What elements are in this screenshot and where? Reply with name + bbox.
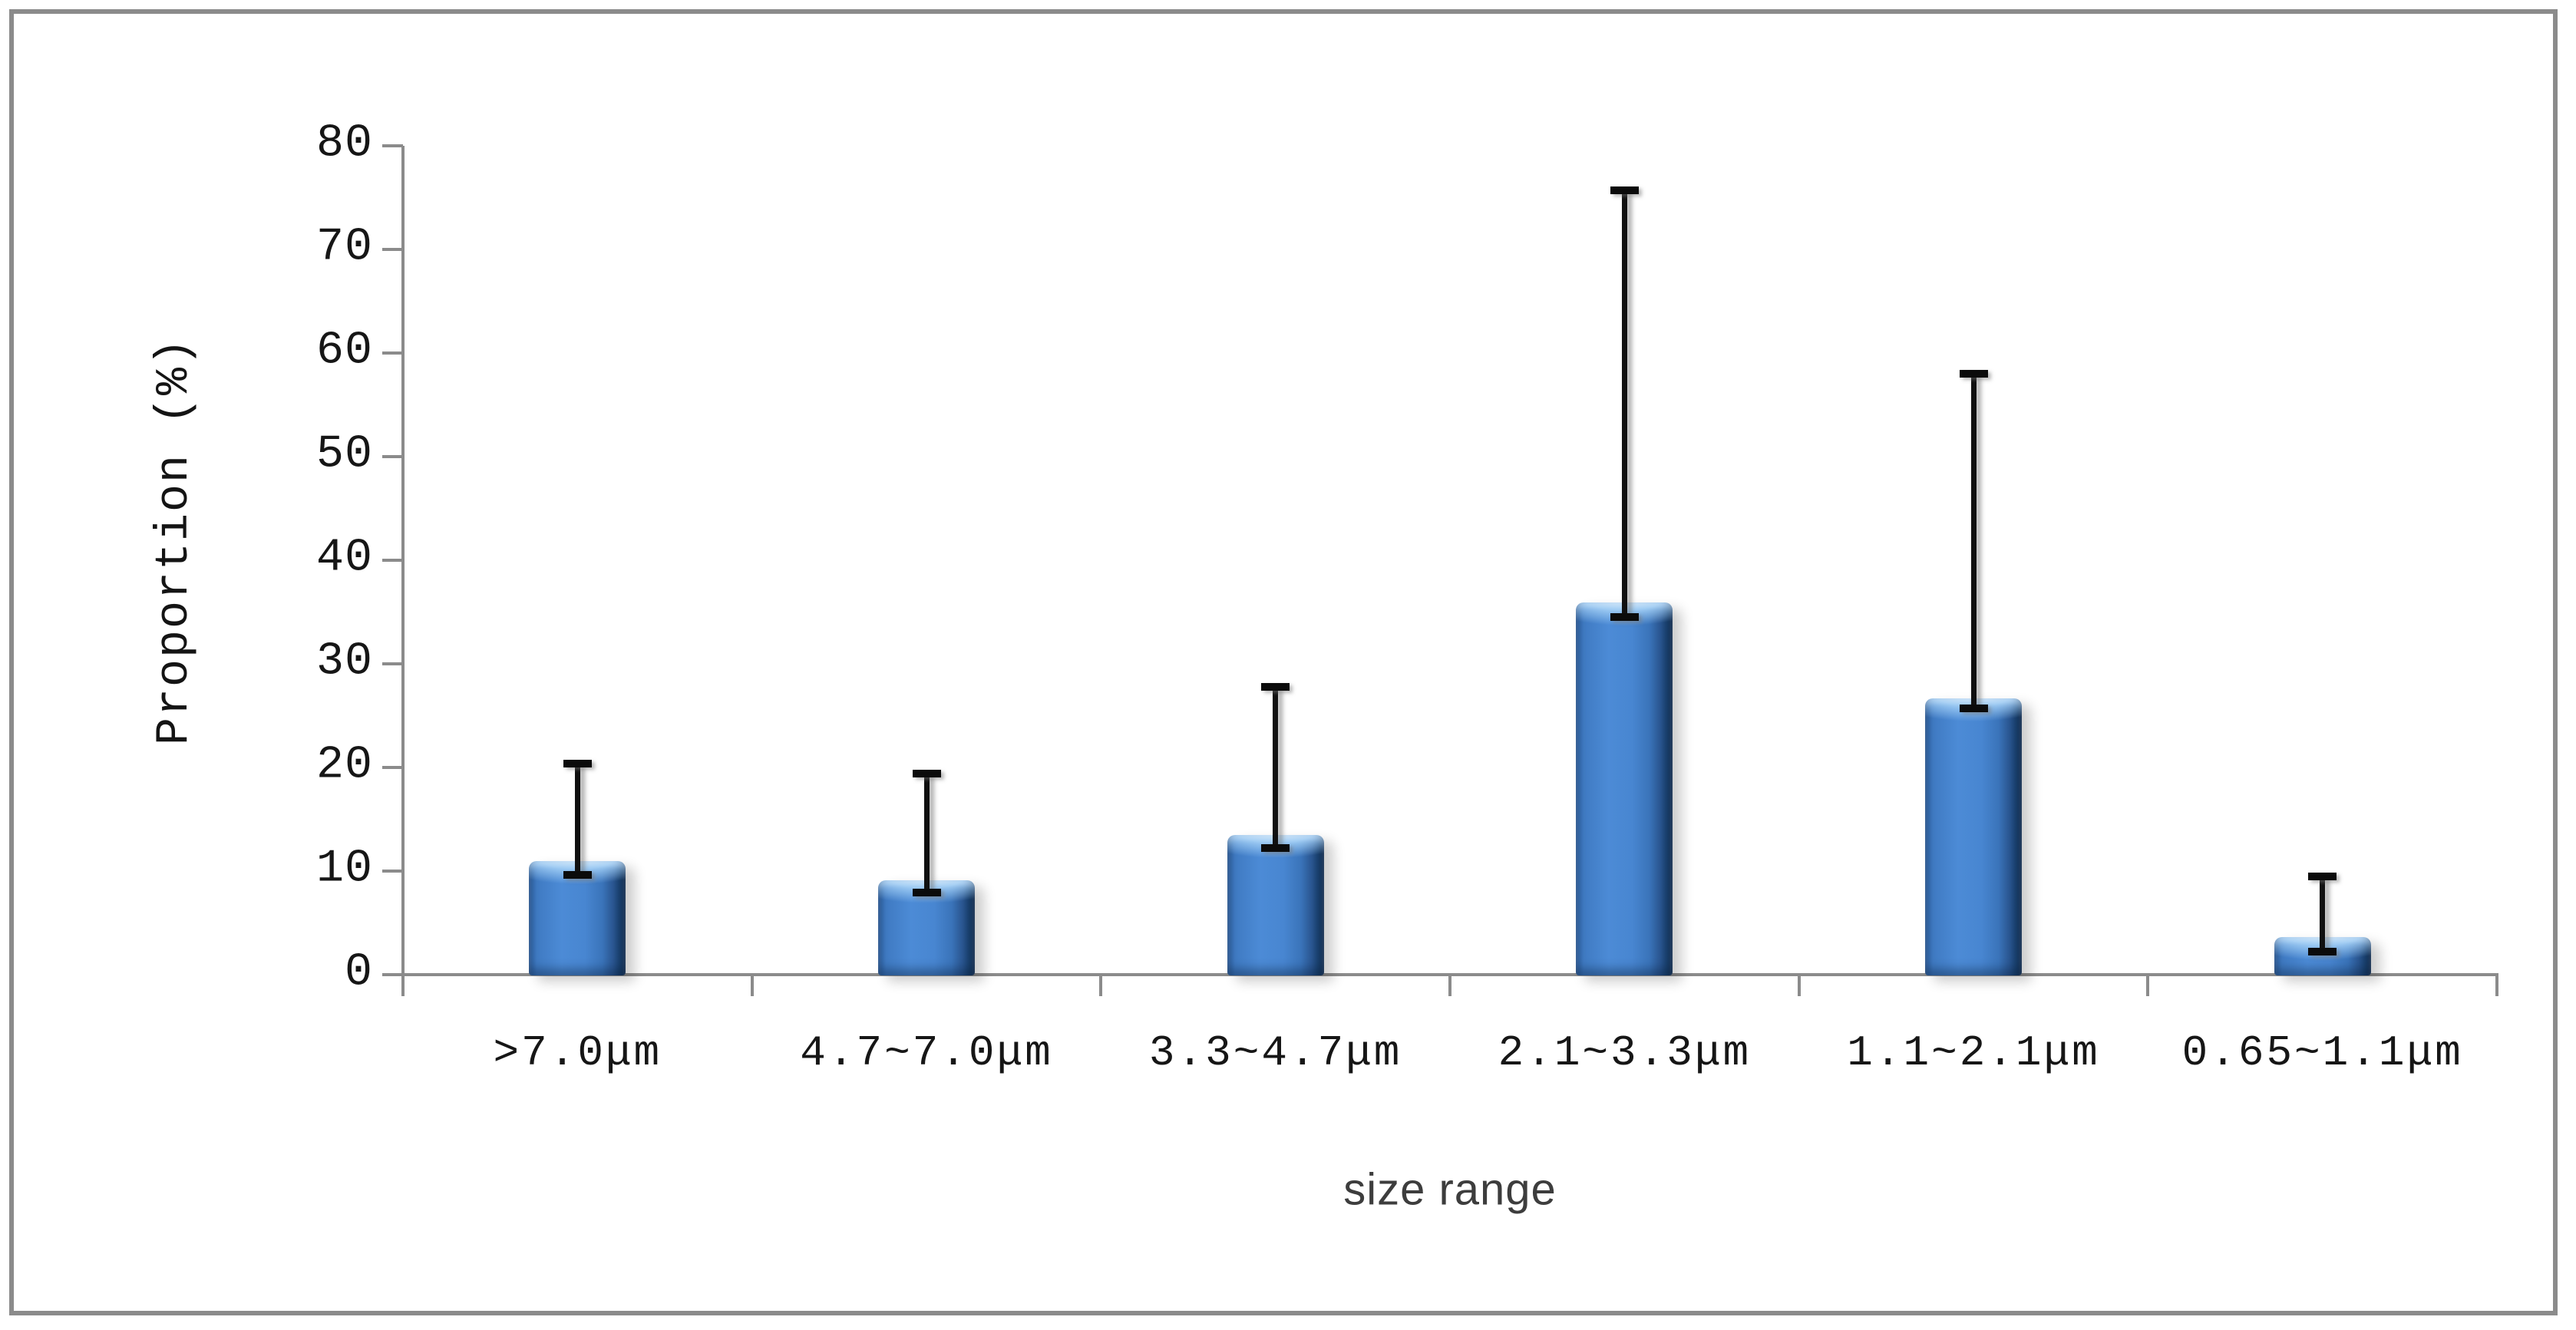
x-category-label: 1.1~2.1μm — [1847, 1028, 2100, 1078]
error-bar-cap-bottom — [1261, 844, 1290, 853]
x-category-label: 4.7~7.0μm — [800, 1028, 1053, 1078]
error-bar-line — [923, 774, 930, 893]
error-bar-cap-top — [1610, 186, 1639, 195]
bar->7.0μm — [529, 860, 626, 975]
y-tick-label: 0 — [344, 946, 373, 999]
y-tick — [382, 455, 403, 458]
category-tick — [2146, 976, 2150, 996]
bar-3.3~4.7μm — [1227, 834, 1324, 975]
chart-frame — [9, 9, 2558, 1315]
error-bar-cap-bottom — [1959, 705, 1988, 713]
error-bar-line — [1273, 686, 1279, 849]
category-tick — [1099, 976, 1103, 996]
x-category-label: 3.3~4.7μm — [1148, 1028, 1402, 1078]
y-tick-label: 30 — [315, 635, 373, 688]
y-tick — [382, 559, 403, 562]
category-tick — [2495, 976, 2498, 996]
error-bar-line — [1970, 374, 1977, 709]
category-tick — [750, 976, 754, 996]
error-bar-cap-top — [1261, 682, 1290, 691]
y-tick — [382, 144, 403, 147]
y-tick — [382, 870, 403, 873]
error-bar-cap-top — [912, 770, 941, 778]
x-category-label: 2.1~3.3μm — [1498, 1028, 1752, 1078]
y-tick-label: 80 — [315, 117, 373, 170]
error-bar-cap-bottom — [912, 889, 941, 897]
y-tick — [382, 662, 403, 665]
category-tick — [401, 976, 405, 996]
error-bar-line — [574, 763, 580, 876]
y-axis-title: Proportion (%) — [149, 336, 201, 746]
category-tick — [1448, 976, 1451, 996]
y-tick-label: 70 — [315, 221, 373, 274]
error-bar-cap-bottom — [1610, 613, 1639, 622]
error-bar-cap-top — [1959, 370, 1988, 378]
error-bar-cap-bottom — [563, 871, 592, 880]
error-bar-line — [1621, 190, 1627, 618]
y-tick-label: 50 — [315, 428, 373, 481]
y-tick — [382, 248, 403, 251]
y-tick-label: 40 — [315, 532, 373, 585]
x-axis-title: size range — [1343, 1164, 1557, 1215]
bar-1.1~2.1μm — [1925, 698, 2022, 975]
category-tick — [1797, 976, 1801, 996]
error-bar-cap-top — [563, 759, 592, 767]
bar-2.1~3.3μm — [1576, 602, 1673, 975]
x-axis-line — [401, 973, 2498, 976]
error-bar-cap-bottom — [2308, 948, 2337, 956]
y-tick — [382, 973, 403, 976]
y-tick — [382, 351, 403, 355]
x-category-label: >7.0μm — [493, 1028, 662, 1078]
error-bar-line — [2320, 876, 2326, 952]
y-tick-label: 60 — [315, 325, 373, 378]
y-tick — [382, 766, 403, 769]
y-tick-label: 20 — [315, 739, 373, 792]
x-category-label: 0.65~1.1μm — [2181, 1028, 2463, 1078]
y-axis-line — [401, 146, 405, 995]
y-tick-label: 10 — [315, 843, 373, 896]
error-bar-cap-top — [2308, 872, 2337, 880]
